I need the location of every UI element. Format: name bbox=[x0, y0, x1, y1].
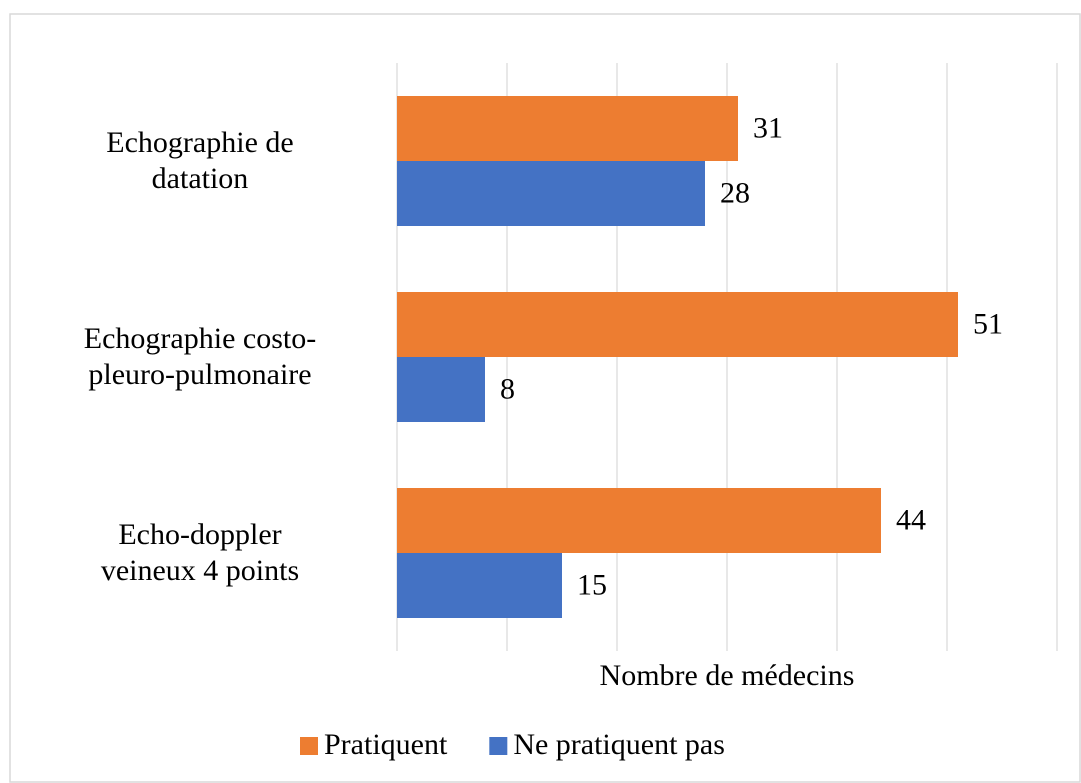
data-label: 15 bbox=[577, 568, 607, 601]
legend-swatch bbox=[489, 737, 508, 755]
bar bbox=[397, 96, 738, 161]
bar bbox=[397, 553, 562, 618]
bar bbox=[397, 488, 881, 553]
bar bbox=[397, 357, 485, 422]
legend-label: Pratiquent bbox=[324, 728, 448, 761]
data-label: 31 bbox=[753, 111, 783, 144]
data-label: 44 bbox=[896, 503, 926, 536]
y-tick-label: Echographie costo- pleuro-pulmonaire bbox=[83, 322, 317, 391]
data-label: 8 bbox=[500, 372, 515, 405]
legend-label: Ne pratiquent pas bbox=[513, 728, 725, 761]
bar bbox=[397, 292, 958, 357]
data-label: 51 bbox=[973, 307, 1003, 340]
legend-swatch bbox=[300, 737, 318, 755]
y-tick-label: Echographie de datation bbox=[106, 126, 294, 195]
x-axis-title: Nombre de médecins bbox=[600, 659, 855, 692]
bar bbox=[397, 161, 705, 226]
data-label: 28 bbox=[720, 176, 750, 209]
y-tick-label: Echo-doppler veineux 4 points bbox=[100, 518, 300, 587]
